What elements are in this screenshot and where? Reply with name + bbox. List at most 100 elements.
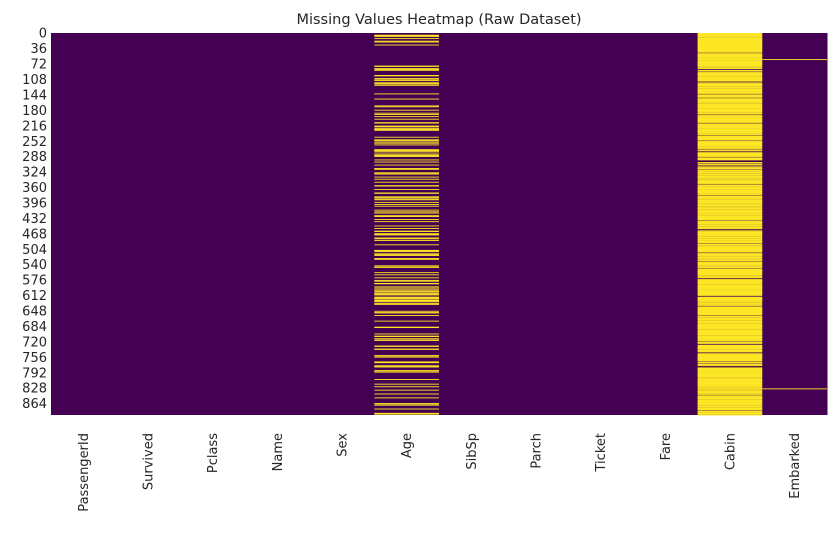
missing-cell (374, 125, 439, 127)
missing-cell (697, 305, 763, 307)
missing-cell (697, 66, 763, 67)
missing-cell (697, 197, 763, 199)
missing-cell (697, 302, 763, 304)
missing-cell (697, 360, 763, 362)
y-tick-labels: 0367210814418021625228832436039643246850… (22, 27, 47, 412)
heatmap-column-name (245, 33, 311, 415)
missing-cell (697, 81, 763, 83)
missing-cell (697, 248, 763, 250)
missing-cell (697, 206, 763, 208)
missing-cell (374, 164, 439, 166)
missing-cell (374, 192, 439, 194)
missing-cell (697, 365, 763, 367)
missing-cell (697, 205, 763, 207)
missing-cell (697, 102, 763, 104)
missing-cell (374, 35, 439, 37)
y-tick-label: 612 (22, 289, 47, 304)
missing-cell (697, 413, 763, 415)
missing-cell (374, 204, 439, 205)
missing-cell (374, 114, 439, 115)
missing-cell (697, 89, 763, 91)
missing-cell (374, 38, 439, 40)
x-tick-label: Embarked (788, 433, 803, 499)
missing-cell (374, 369, 439, 371)
missing-cell (374, 159, 439, 161)
heatmap-column-ticket (568, 33, 634, 415)
missing-cell (697, 264, 763, 266)
missing-cell (697, 291, 763, 292)
missing-cell (697, 392, 763, 394)
missing-cell (697, 263, 763, 265)
missing-cell (697, 198, 763, 200)
missing-cell (697, 414, 763, 416)
missing-cell (697, 314, 763, 316)
y-tick-label: 576 (22, 274, 47, 289)
x-tick-label: Fare (659, 433, 674, 460)
missing-cell (697, 148, 763, 150)
heatmap-column-fare (633, 33, 699, 415)
missing-cell (374, 82, 439, 84)
missing-cell (697, 70, 763, 72)
missing-cell (697, 239, 763, 241)
missing-cell (697, 93, 763, 94)
missing-cell (697, 411, 763, 413)
missing-cell (697, 348, 763, 350)
missing-cell (697, 384, 763, 386)
missing-cell (374, 345, 439, 347)
missing-cell (697, 214, 763, 216)
x-tick-labels: PassengerId Survived Pclass Name Sex Age SibSp… (77, 433, 803, 512)
missing-cell (697, 228, 763, 229)
missing-cell (697, 283, 763, 285)
missing-cell (697, 388, 763, 390)
missing-cell (697, 406, 763, 408)
missing-cell (697, 300, 763, 302)
y-tick-label: 828 (22, 382, 47, 397)
missing-cell (374, 139, 439, 141)
heatmap-column-sibsp (439, 33, 505, 415)
missing-cell (374, 291, 439, 292)
missing-cell (697, 342, 763, 344)
missing-cell (374, 136, 439, 138)
missing-cell (697, 351, 763, 353)
missing-cell (697, 85, 763, 87)
missing-cell (697, 172, 763, 174)
missing-cell (697, 377, 763, 379)
missing-cell (374, 397, 439, 399)
missing-cell (697, 192, 763, 194)
missing-cell (697, 92, 763, 94)
heatmap-column-sex (309, 33, 375, 415)
missing-cell (374, 216, 439, 217)
missing-cell (374, 109, 439, 111)
missing-cell (697, 376, 763, 378)
missing-cell (697, 242, 763, 244)
missing-cell (697, 304, 763, 306)
heatmap-column-survived (115, 33, 181, 415)
missing-cell (697, 156, 763, 157)
missing-cell (697, 174, 763, 176)
heatmap-column-embarked (762, 33, 828, 415)
missing-cell (697, 173, 763, 175)
missing-cell (697, 139, 763, 141)
missing-cell (697, 294, 763, 295)
missing-cell (697, 113, 763, 115)
missing-cell (374, 79, 439, 81)
missing-cell (374, 142, 439, 144)
missing-cell (697, 57, 763, 58)
missing-cell (697, 147, 763, 149)
missing-cell (374, 197, 439, 199)
missing-cell (697, 371, 763, 373)
missing-cell (374, 84, 439, 86)
x-tick-label: Cabin (724, 433, 739, 470)
missing-cell (697, 177, 763, 179)
missing-cell (697, 86, 763, 88)
missing-cell (374, 277, 439, 279)
missing-cell (697, 82, 763, 84)
y-tick-label: 72 (30, 58, 47, 73)
missing-cell (697, 244, 763, 246)
missing-cell (374, 40, 439, 42)
missing-cell (374, 152, 439, 154)
missing-cell (374, 234, 439, 236)
missing-cell (374, 140, 439, 142)
missing-cell (697, 155, 763, 157)
missing-cell (697, 178, 763, 180)
